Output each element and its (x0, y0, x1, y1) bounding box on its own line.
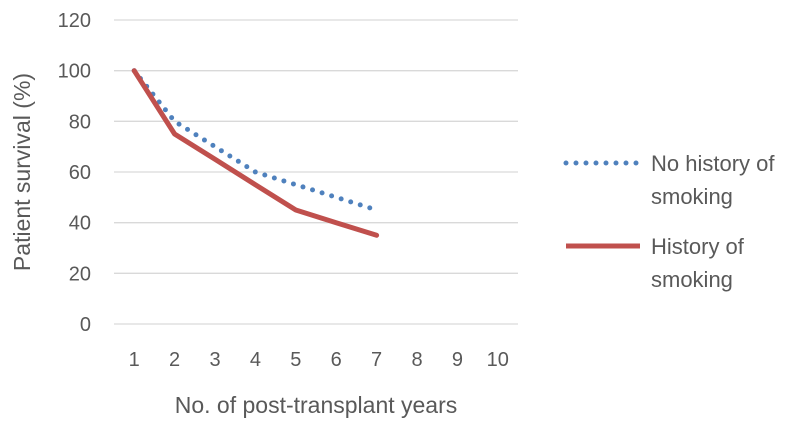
x-axis-title: No. of post-transplant years (175, 392, 458, 418)
x-tick-label: 9 (452, 349, 463, 371)
series-lines (131, 68, 380, 238)
y-axis-title: Patient survival (%) (9, 73, 35, 271)
x-tick-label: 6 (331, 349, 342, 371)
legend: No history of smoking History of smoking (563, 151, 775, 292)
x-tick-label: 4 (250, 349, 261, 371)
y-tick-label: 40 (69, 213, 91, 235)
series-line-1 (131, 68, 380, 213)
x-tick-label: 7 (371, 349, 382, 371)
x-tick-label: 1 (129, 349, 140, 371)
y-tick-label: 100 (58, 61, 91, 83)
x-tick-label: 5 (290, 349, 301, 371)
y-tick-label: 80 (69, 111, 91, 133)
gridlines (114, 19, 518, 325)
x-tick-label: 10 (487, 349, 509, 371)
x-tick-label: 2 (169, 349, 180, 371)
y-tick-label: 20 (69, 263, 91, 285)
y-axis-ticks: 0 20 40 60 80 100 120 (58, 10, 91, 336)
legend-label-1: No history of (651, 151, 775, 176)
series-line-2 (131, 68, 380, 238)
y-tick-label: 60 (69, 162, 91, 184)
x-tick-label: 8 (411, 349, 422, 371)
y-tick-label: 0 (80, 314, 91, 336)
legend-label-2: smoking (651, 267, 733, 292)
legend-label-2: History of (651, 234, 745, 259)
y-tick-label: 120 (58, 10, 91, 32)
legend-label-1: smoking (651, 184, 733, 209)
x-tick-label: 3 (209, 349, 220, 371)
x-axis-ticks: 1 2 3 4 5 6 7 8 9 10 (129, 349, 509, 371)
